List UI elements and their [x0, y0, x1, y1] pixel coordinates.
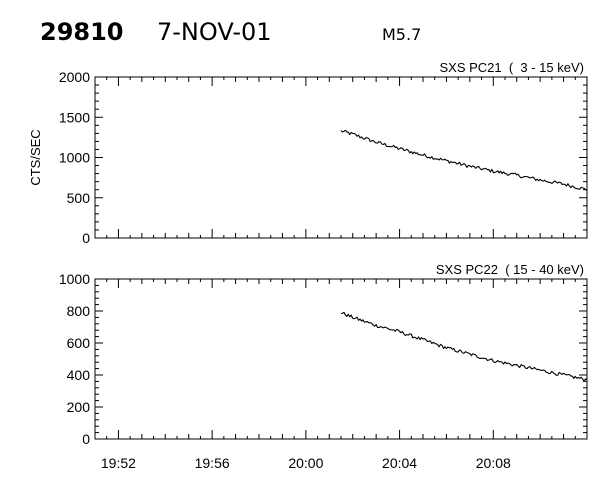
channel-label: SXS PC21 ( 3 - 15 keV) — [439, 60, 584, 75]
y-tick-label: 0 — [82, 431, 90, 447]
y-tick-label: 2000 — [59, 69, 90, 85]
panel-1: SXS PC21 ( 3 - 15 keV) 0 500 1000 1500 2000 CT… — [28, 60, 588, 246]
event-id: 29810 — [40, 18, 124, 46]
plot-frame — [94, 76, 588, 239]
panel-2: SXS PC22 ( 15 - 40 keV) 0 200 400 600 800 1000… — [59, 262, 588, 471]
y-tick-label: 0 — [82, 230, 90, 246]
event-date: 7-NOV-01 — [157, 18, 272, 46]
x-tick-label: 20:00 — [288, 455, 323, 471]
y-tick-label: 1500 — [59, 109, 90, 125]
flare-class: M5.7 — [382, 25, 421, 44]
plot-frame — [94, 278, 588, 440]
channel-label: SXS PC22 ( 15 - 40 keV) — [436, 262, 584, 277]
x-tick-label: 20:04 — [382, 455, 417, 471]
y-axis-label: CTS/SEC — [28, 129, 43, 185]
panels: SXS PC21 ( 3 - 15 keV)0500100015002000CT… — [28, 60, 588, 471]
y-tick-label: 1000 — [59, 271, 90, 287]
x-tick-label: 20:08 — [476, 455, 511, 471]
y-tick-label: 1000 — [59, 150, 90, 166]
x-tick-label: 19:52 — [101, 455, 136, 471]
y-tick-label: 500 — [67, 190, 91, 206]
x-tick-label: 19:56 — [195, 455, 230, 471]
series-line — [340, 129, 588, 191]
y-tick-label: 800 — [67, 303, 91, 319]
y-tick-label: 400 — [67, 367, 91, 383]
y-tick-label: 600 — [67, 335, 91, 351]
y-tick-label: 200 — [67, 399, 91, 415]
series-line — [340, 311, 588, 382]
